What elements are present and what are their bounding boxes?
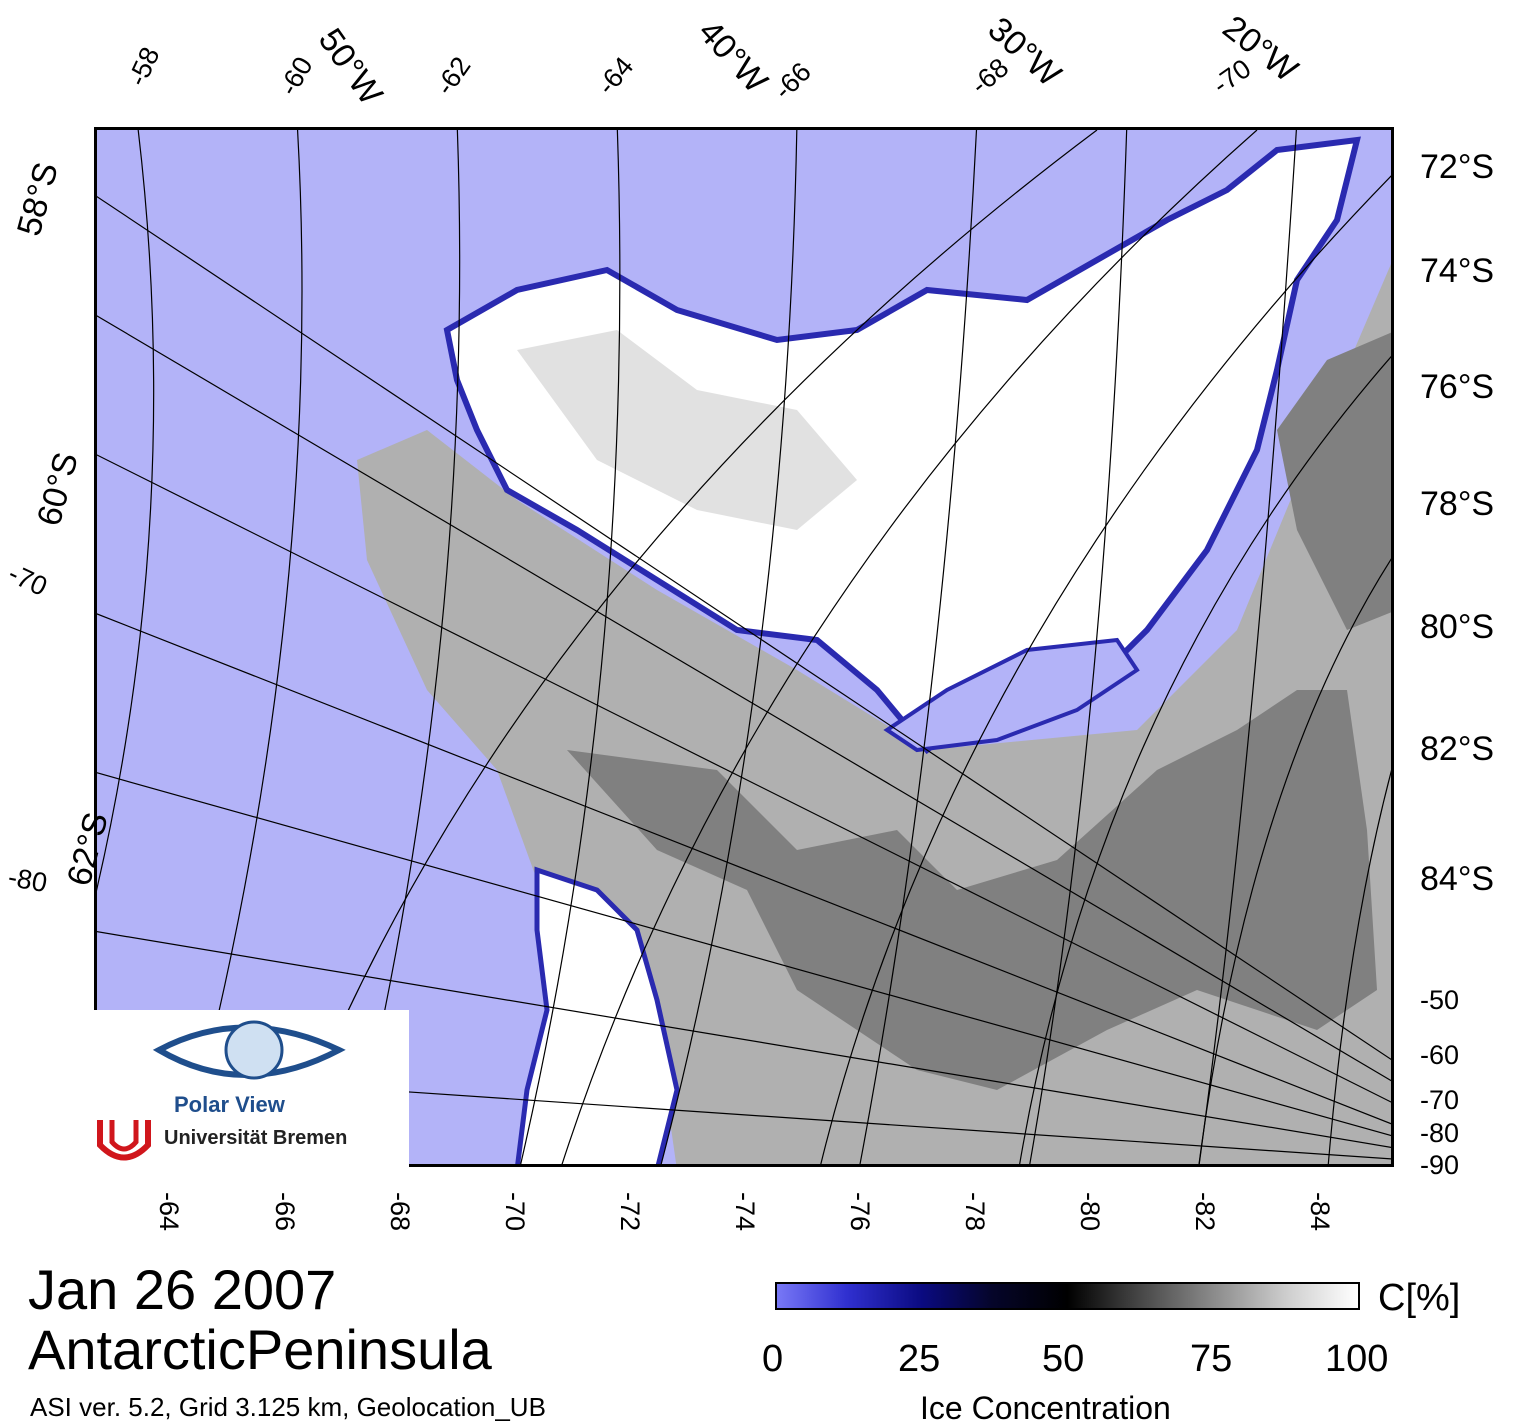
lon-tick-right: -50 — [1420, 985, 1460, 1015]
lon-tick-right: -60 — [1420, 1040, 1460, 1070]
lon-tick: -72 — [615, 1192, 645, 1232]
colorbar-tick: 100 — [1325, 1338, 1389, 1380]
colorbar-tick: 75 — [1190, 1338, 1233, 1380]
lon-tick-right: -70 — [1420, 1085, 1460, 1115]
left-lat-label: 60°S — [30, 448, 86, 530]
meridian-label: 40°W — [690, 12, 775, 101]
top-tick: -66 — [768, 56, 817, 106]
lon-tick: -82 — [1190, 1192, 1220, 1232]
colorbar-tick: 50 — [1042, 1338, 1085, 1380]
colorbar-unit: C[%] — [1378, 1277, 1461, 1319]
lat-tick: 80°S — [1420, 608, 1495, 646]
ice-concentration-map — [94, 127, 1394, 1167]
lon-tick: -78 — [960, 1192, 990, 1232]
lat-tick: 82°S — [1420, 730, 1495, 768]
logo-title: Polar View — [174, 1092, 285, 1117]
left-lat-label: 58°S — [10, 158, 66, 240]
colorbar-label: Ice Concentration — [920, 1390, 1171, 1426]
eye-logo-icon — [96, 1020, 346, 1163]
sea-ice-bellingshausen — [515, 866, 680, 1164]
logo-university: Universität Bremen — [164, 1127, 348, 1149]
lat-tick: 84°S — [1420, 860, 1495, 898]
lon-tick: -70 — [500, 1192, 530, 1232]
lon-tick: -64 — [154, 1192, 184, 1232]
left-lon-label: -80 — [5, 861, 50, 899]
polynya — [883, 637, 1140, 753]
meridian-label: 50°W — [310, 21, 390, 112]
lon-tick: -84 — [1305, 1192, 1335, 1232]
region-name: AntarcticPeninsula — [28, 1318, 492, 1381]
lon-tick: -68 — [385, 1192, 415, 1232]
lat-tick: 78°S — [1420, 485, 1495, 523]
top-tick: -60 — [273, 51, 319, 101]
lat-tick: 74°S — [1420, 252, 1495, 290]
sea-ice-weddell-texture — [517, 330, 857, 530]
colorbar-tick: 0 — [762, 1338, 784, 1380]
lon-tick: -74 — [730, 1192, 760, 1232]
top-tick: -62 — [429, 51, 477, 101]
lon-tick: -80 — [1075, 1192, 1105, 1232]
lon-tick-right: -80 — [1420, 1118, 1460, 1148]
ice-concentration-colorbar — [775, 1282, 1360, 1310]
lat-tick: 76°S — [1420, 368, 1495, 406]
colorbar-tick: 25 — [898, 1338, 941, 1380]
top-tick: -64 — [591, 51, 640, 101]
land-dark-2 — [1277, 332, 1391, 630]
map-canvas — [97, 130, 1391, 1164]
map-date: Jan 26 2007 — [28, 1258, 337, 1321]
lon-tick-right: -90 — [1420, 1150, 1460, 1180]
polar-view-logo: Polar View Universität Bremen — [94, 1010, 409, 1167]
top-tick: -58 — [121, 42, 166, 91]
lon-tick: -76 — [845, 1192, 875, 1232]
lon-tick: -66 — [270, 1192, 300, 1232]
lat-tick: 72°S — [1420, 148, 1495, 186]
land-dark — [567, 690, 1377, 1090]
left-lon-label: -70 — [3, 558, 52, 602]
product-info: ASI ver. 5.2, Grid 3.125 km, Geolocation… — [30, 1392, 546, 1422]
